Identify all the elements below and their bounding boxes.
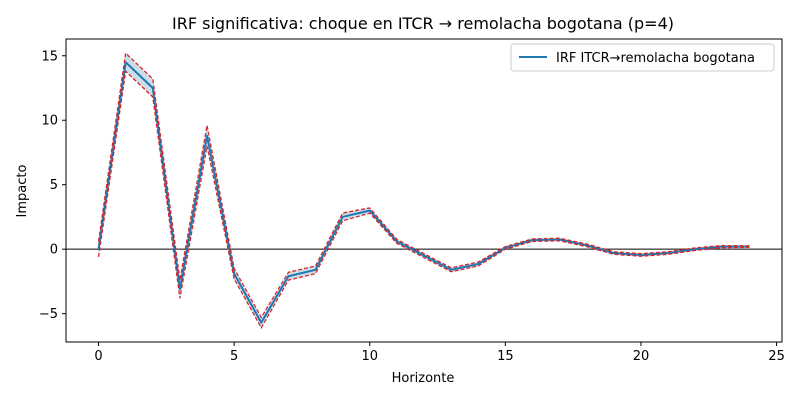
x-tick-label: 20: [633, 349, 650, 364]
y-tick-label: 5: [50, 178, 58, 193]
x-tick-label: 10: [361, 349, 378, 364]
legend-box: [510, 43, 775, 72]
y-tick-label: 15: [41, 49, 58, 64]
x-axis-label: Horizonte: [392, 371, 455, 386]
legend: IRF ITCR→remolacha bogotana: [510, 43, 775, 72]
y-tick-label: −5: [39, 307, 58, 322]
x-tick-label: 0: [94, 349, 102, 364]
x-tick-label: 5: [230, 349, 238, 364]
chart-title: IRF significativa: choque en ITCR → remo…: [172, 14, 674, 33]
x-tick-label: 25: [768, 349, 785, 364]
y-tick-label: 10: [41, 114, 58, 129]
legend-label-irf: IRF ITCR→remolacha bogotana: [556, 51, 755, 66]
y-tick-label: 0: [50, 243, 58, 258]
band-upper-line: [97, 51, 750, 319]
plot-frame: [65, 38, 783, 343]
plot-area: [65, 38, 783, 343]
y-axis-label: Impacto: [15, 165, 30, 218]
band-lower-line: [97, 69, 750, 330]
x-axis: 0 5 10 15 20 25: [94, 342, 785, 364]
y-axis: −5 0 5 10 15: [39, 49, 66, 322]
x-tick-label: 15: [497, 349, 514, 364]
irf-line: [97, 61, 750, 324]
